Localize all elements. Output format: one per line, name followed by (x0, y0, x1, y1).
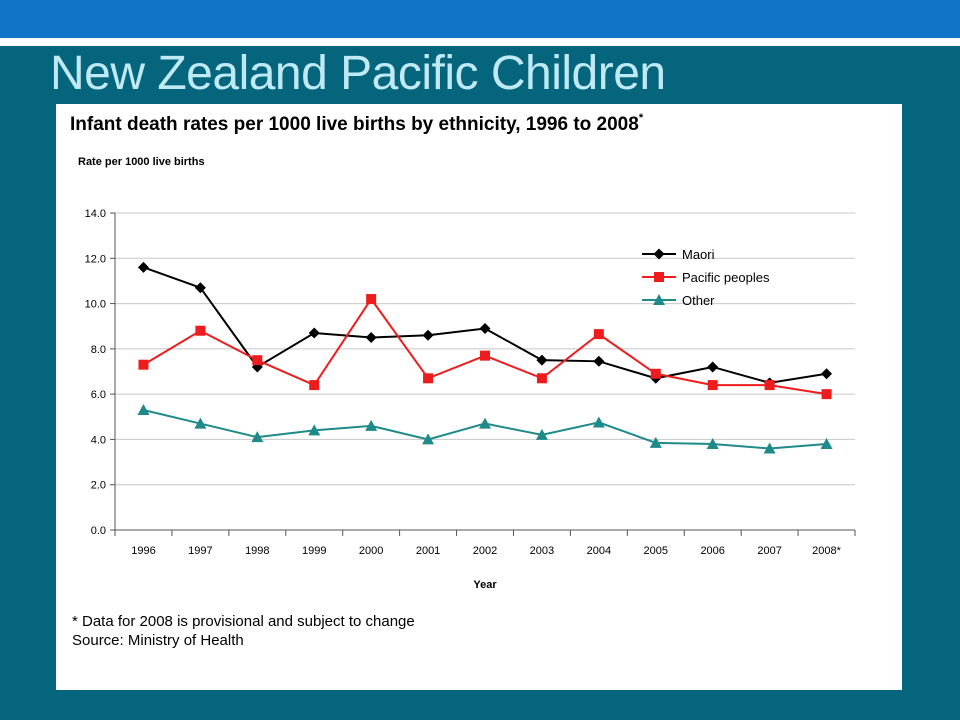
data-point-other (251, 431, 264, 443)
y-tick-label: 2.0 (91, 480, 106, 492)
data-point-pacific-peoples (309, 380, 320, 391)
slide-title: New Zealand Pacific Children (50, 47, 666, 100)
y-tick-label: 12.0 (85, 253, 106, 265)
data-point-other (422, 433, 435, 445)
data-point-other (706, 437, 719, 449)
data-point-other (592, 416, 605, 428)
footnote-text: * Data for 2008 is provisional and subje… (72, 613, 415, 630)
top-accent-bar (0, 0, 960, 38)
legend-marker-other (653, 294, 665, 305)
data-point-other (365, 419, 378, 431)
y-tick-label: 0.0 (91, 525, 106, 537)
chart-panel: Infant death rates per 1000 live births … (56, 104, 902, 690)
data-point-pacific-peoples (536, 373, 547, 384)
source-text: Source: Ministry of Health (72, 632, 244, 649)
legend-label-other: Other (682, 293, 715, 308)
data-point-maori (593, 355, 605, 367)
data-point-other (820, 437, 833, 449)
x-tick-label: 2005 (644, 545, 668, 557)
y-tick-label: 4.0 (91, 434, 106, 446)
data-point-maori (536, 354, 548, 366)
x-tick-label: 1996 (131, 545, 155, 557)
legend-label-maori: Maori (682, 247, 715, 262)
y-tick-label: 8.0 (91, 344, 106, 356)
line-chart: 0.0 2.0 4.0 6.0 8.0 10.0 12.0 14.0 1996 1997 1998 1… (85, 208, 856, 591)
x-tick-label: 2006 (700, 545, 724, 557)
legend-marker-maori (653, 248, 665, 260)
data-point-maori (422, 329, 434, 341)
data-point-pacific-peoples (707, 380, 718, 391)
x-tick-label: 2003 (530, 545, 554, 557)
data-point-maori (137, 261, 149, 273)
data-point-other (763, 442, 776, 454)
data-point-other (535, 428, 548, 440)
x-tick-label: 2000 (359, 545, 383, 557)
y-tick-label: 6.0 (91, 389, 106, 401)
data-point-other (194, 417, 207, 429)
x-tick-label: 2008* (812, 545, 841, 557)
data-point-maori (479, 322, 491, 334)
x-tick-label: 2001 (416, 545, 440, 557)
x-tick-label: 1997 (188, 545, 212, 557)
data-point-pacific-peoples (423, 373, 434, 384)
data-point-pacific-peoples (480, 350, 490, 361)
chart-title-text: Infant death rates per 1000 live births … (70, 114, 639, 135)
data-point-pacific-peoples (366, 294, 377, 305)
data-point-pacific-peoples (138, 359, 149, 370)
y-tick-label: 10.0 (85, 299, 106, 311)
data-point-pacific-peoples (252, 355, 263, 366)
y-axis-label: Rate per 1000 live births (78, 156, 205, 168)
data-point-pacific-peoples (821, 389, 832, 400)
data-point-other (479, 417, 491, 429)
x-tick-label: 2007 (757, 545, 781, 557)
data-point-pacific-peoples (764, 380, 775, 391)
legend-label-pacific-peoples: Pacific peoples (682, 270, 770, 285)
data-point-maori (308, 327, 320, 339)
data-point-pacific-peoples (195, 325, 206, 336)
data-point-maori (821, 368, 833, 380)
data-point-maori (365, 332, 377, 344)
series-line-other (143, 409, 827, 450)
data-point-pacific-peoples (650, 368, 661, 379)
divider-bar (0, 38, 960, 46)
data-point-other (649, 436, 662, 448)
x-tick-label: 1999 (302, 545, 326, 557)
x-tick-label: 1998 (245, 545, 269, 557)
x-tick-label: 2004 (587, 545, 611, 557)
data-point-other (308, 424, 321, 436)
chart-title-marker: * (638, 112, 644, 124)
data-point-maori (707, 361, 719, 373)
data-point-maori (194, 282, 206, 294)
legend-marker-pacific-peoples (654, 272, 664, 282)
data-point-other (137, 403, 150, 415)
x-axis-label: Year (473, 579, 497, 591)
x-tick-label: 2002 (473, 545, 497, 557)
chart-footnotes: * Data for 2008 is provisional and subje… (72, 612, 415, 650)
y-tick-label: 14.0 (85, 208, 106, 220)
chart-title: Infant death rates per 1000 live births … (70, 112, 644, 136)
series-line-pacific-peoples (142, 297, 827, 396)
data-point-pacific-peoples (593, 329, 604, 340)
